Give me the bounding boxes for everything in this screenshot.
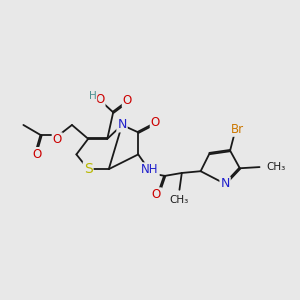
Text: O: O bbox=[123, 94, 132, 107]
Text: O: O bbox=[95, 93, 105, 106]
Text: O: O bbox=[32, 148, 41, 161]
Text: CH₃: CH₃ bbox=[169, 195, 188, 205]
Text: O: O bbox=[52, 133, 62, 146]
Text: O: O bbox=[152, 188, 161, 201]
Text: Br: Br bbox=[231, 123, 244, 136]
Text: N: N bbox=[117, 118, 127, 131]
Text: S: S bbox=[84, 162, 92, 176]
Text: H: H bbox=[89, 91, 97, 101]
Text: CH₃: CH₃ bbox=[266, 162, 286, 172]
Text: NH: NH bbox=[141, 163, 159, 176]
Text: O: O bbox=[151, 116, 160, 128]
Text: N: N bbox=[220, 177, 230, 190]
